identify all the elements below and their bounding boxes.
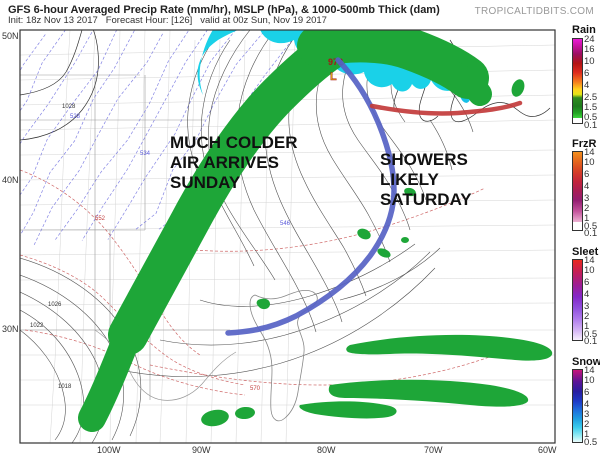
svg-text:570: 570 bbox=[250, 386, 261, 392]
svg-text:L: L bbox=[330, 71, 337, 83]
svg-text:528: 528 bbox=[70, 114, 81, 120]
svg-text:1018: 1018 bbox=[58, 384, 72, 390]
svg-text:546: 546 bbox=[280, 221, 291, 227]
svg-text:1022: 1022 bbox=[30, 323, 44, 329]
svg-text:1028: 1028 bbox=[62, 104, 76, 110]
svg-text:1026: 1026 bbox=[48, 302, 62, 308]
svg-text:534: 534 bbox=[140, 151, 151, 157]
svg-text:552: 552 bbox=[95, 216, 106, 222]
